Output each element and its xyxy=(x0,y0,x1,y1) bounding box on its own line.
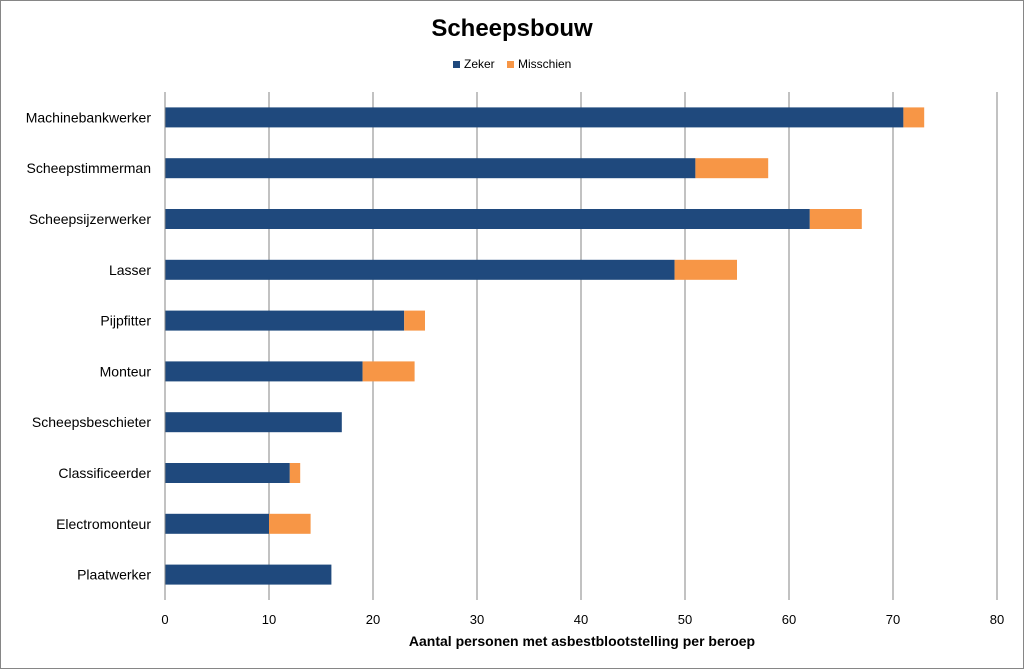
bar-zeker-monteur xyxy=(165,361,363,382)
x-tick-label: 10 xyxy=(262,612,276,627)
bar-zeker-classificeerder xyxy=(165,463,290,483)
category-label: Plaatwerker xyxy=(77,567,151,583)
category-label: Scheepstimmerman xyxy=(27,160,152,176)
bar-misschien-lasser xyxy=(674,259,737,280)
bar-zeker-scheepsbeschieter xyxy=(165,412,342,433)
chart-title: Scheepsbouw xyxy=(431,15,593,42)
legend: Zeker Misschien xyxy=(453,57,571,71)
category-label: Scheepsbeschieter xyxy=(32,414,151,430)
bar-zeker-scheepstimmerman xyxy=(165,158,696,179)
x-tick-label: 70 xyxy=(886,612,900,627)
x-tick-label: 40 xyxy=(574,612,588,627)
category-label: Monteur xyxy=(100,363,152,379)
bar-misschien-machinebankwerker xyxy=(903,107,925,128)
bar-zeker-machinebankwerker xyxy=(165,107,904,128)
category-label: Machinebankwerker xyxy=(26,109,152,125)
x-axis-title: Aantal personen met asbestblootstelling … xyxy=(409,633,755,649)
x-tick-label: 60 xyxy=(782,612,796,627)
category-labels: Machinebankwerker Scheepstimmerman Scheeps… xyxy=(26,109,152,582)
bar-zeker-plaatwerker xyxy=(165,564,332,585)
bar-zeker-scheepsijzerwerker xyxy=(165,209,810,229)
bar-zeker-electromonteur xyxy=(165,513,269,534)
bar-misschien-classificeerder xyxy=(289,463,301,483)
bar-misschien-scheepsijzerwerker xyxy=(809,209,862,229)
x-tick-labels: 0 10 20 30 40 50 60 70 80 xyxy=(161,612,1004,627)
x-tick-label: 30 xyxy=(470,612,484,627)
x-tick-label: 0 xyxy=(161,612,168,627)
legend-swatch-zeker xyxy=(453,61,460,68)
bar-misschien-scheepstimmerman xyxy=(695,158,769,179)
bar-zeker-lasser xyxy=(165,259,675,280)
legend-swatch-misschien xyxy=(507,61,514,68)
x-tick-label: 80 xyxy=(990,612,1004,627)
bar-misschien-monteur xyxy=(362,361,415,382)
bars xyxy=(165,107,925,585)
category-label: Classificeerder xyxy=(58,465,151,481)
bar-misschien-electromonteur xyxy=(269,513,311,534)
category-label: Pijpfitter xyxy=(100,313,151,329)
x-tick-label: 20 xyxy=(366,612,380,627)
legend-label-zeker: Zeker xyxy=(464,57,495,71)
bar-misschien-pijpfitter xyxy=(404,310,425,331)
category-label: Lasser xyxy=(109,262,151,278)
legend-label-misschien: Misschien xyxy=(518,57,571,71)
bar-zeker-pijpfitter xyxy=(165,310,405,331)
category-label: Scheepsijzerwerker xyxy=(29,211,151,227)
x-tick-label: 50 xyxy=(678,612,692,627)
category-label: Electromonteur xyxy=(56,516,151,532)
